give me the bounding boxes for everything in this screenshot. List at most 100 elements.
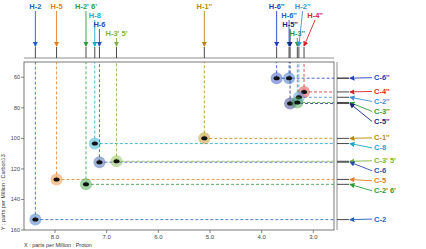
- cross-peak: [54, 177, 60, 181]
- carbon-baseline: [337, 62, 338, 230]
- x-axis-label: X : parts per Million : Proton: [24, 242, 92, 248]
- cross-peak-halo: [283, 72, 295, 84]
- cross-peak: [201, 136, 207, 140]
- cross-peak: [32, 218, 38, 222]
- proton-peak: [99, 47, 100, 58]
- carbon-peak: [337, 103, 349, 104]
- y-tick: [21, 107, 24, 108]
- x-tick: [210, 230, 211, 233]
- carbon-label: C-5'': [374, 117, 390, 126]
- guide-line: [204, 138, 334, 139]
- x-tick: [106, 230, 107, 233]
- cross-peak-halo: [271, 72, 283, 84]
- carbon-peak: [337, 97, 349, 98]
- cross-peak-halo: [80, 178, 92, 190]
- x-tick: [261, 230, 262, 233]
- carbon-label: C-2' 6': [374, 186, 396, 195]
- carbon-label: C-1'': [374, 133, 390, 142]
- label-arrow: [350, 137, 372, 139]
- label-arrow: [350, 97, 372, 101]
- label-arrow: [350, 104, 372, 122]
- x-tick-label: 5.0: [206, 234, 215, 240]
- carbon-peak: [337, 179, 349, 180]
- label-arrow: [116, 38, 117, 46]
- carbon-label: C-3' 5': [374, 156, 396, 165]
- y-tick-label: 120: [11, 166, 20, 172]
- cross-peak: [274, 76, 280, 80]
- guide-line: [99, 162, 334, 163]
- cross-peak-halo: [93, 156, 105, 168]
- label-arrow: [350, 77, 372, 79]
- y-tick-label: 80: [14, 105, 20, 111]
- chart: 8.07.06.05.04.03.06080100120140160X : pa…: [0, 0, 426, 249]
- proton-label: H-6: [93, 20, 105, 29]
- proton-label: H-8: [89, 11, 101, 20]
- proton-label: H-2: [29, 2, 41, 11]
- guide-line: [204, 62, 205, 138]
- y-tick: [21, 230, 24, 231]
- y-tick-label: 100: [11, 135, 20, 141]
- y-tick-label: 60: [14, 74, 20, 80]
- x-tick-label: 7.0: [102, 234, 111, 240]
- cross-peak-halo: [51, 173, 63, 185]
- proton-label: H-1'': [196, 2, 212, 11]
- proton-label: H-4'': [307, 11, 323, 20]
- label-arrow: [350, 162, 372, 171]
- proton-peak: [276, 47, 277, 58]
- proton-peak: [289, 47, 290, 58]
- carbon-label: C-4'': [374, 87, 390, 96]
- plot-frame: [24, 62, 334, 230]
- label-arrow: [350, 184, 372, 190]
- proton-peak: [298, 47, 299, 58]
- cross-peak-halo: [29, 214, 41, 226]
- y-tick: [21, 199, 24, 200]
- y-axis-label: Y : parts per Million : Carbon13: [0, 154, 6, 230]
- carbon-peak: [337, 78, 349, 79]
- y-tick-label: 140: [11, 196, 20, 202]
- x-tick-label: 8.0: [51, 234, 60, 240]
- x-tick-label: 4.0: [257, 234, 266, 240]
- label-arrow: [350, 91, 372, 93]
- carbon-peak: [337, 138, 349, 139]
- guide-line: [116, 62, 117, 161]
- label-arrow: [86, 11, 87, 46]
- label-arrow: [350, 219, 372, 221]
- proton-label: H-5'': [282, 20, 298, 29]
- x-tick: [158, 230, 159, 233]
- proton-peak: [116, 47, 117, 58]
- label-arrow: [297, 38, 298, 46]
- cross-peak-halo: [110, 155, 122, 167]
- guide-line: [94, 62, 95, 144]
- cross-peak: [92, 142, 98, 146]
- x-tick: [55, 230, 56, 233]
- carbon-peak: [337, 219, 349, 220]
- cross-peak: [113, 159, 119, 163]
- projections: [35, 47, 349, 220]
- guide-line: [35, 219, 334, 220]
- proton-peak: [290, 47, 291, 58]
- y-tick: [21, 138, 24, 139]
- proton-peak: [86, 47, 87, 58]
- label-arrow: [350, 179, 372, 180]
- proton-label: H-2'': [295, 2, 311, 11]
- proton-peak: [56, 47, 57, 58]
- carbon-label: C-6: [374, 166, 386, 175]
- label-arrow: [299, 11, 303, 46]
- proton-peak: [297, 47, 298, 58]
- y-tick: [21, 77, 24, 78]
- figure-root: 8.07.06.05.04.03.06080100120140160X : pa…: [0, 0, 426, 249]
- label-arrow: [350, 144, 372, 148]
- proton-peak: [35, 47, 36, 58]
- carbon-peak: [337, 102, 349, 103]
- label-arrow: [56, 11, 57, 46]
- cross-peak-halo: [291, 96, 303, 108]
- label-arrow: [204, 11, 205, 46]
- y-tick: [21, 168, 24, 169]
- plot-area: [29, 62, 334, 226]
- proton-label: H-6'': [281, 11, 297, 20]
- x-tick: [313, 230, 314, 233]
- cross-peak-halo: [89, 138, 101, 150]
- label-arrow: [304, 20, 315, 46]
- proton-peak: [204, 47, 205, 58]
- proton-peak: [304, 47, 305, 58]
